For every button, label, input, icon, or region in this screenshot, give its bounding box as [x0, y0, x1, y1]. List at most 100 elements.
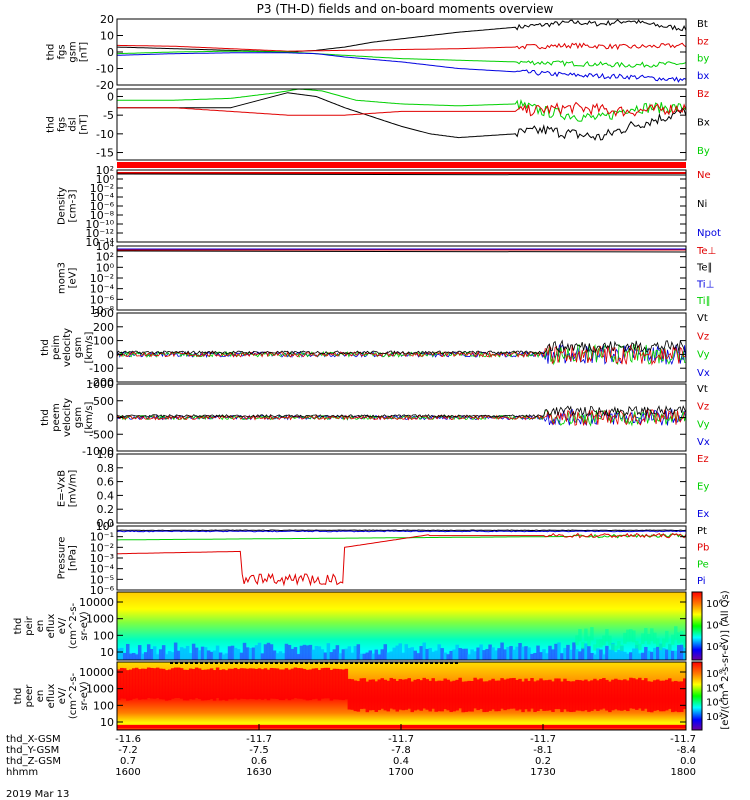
heatmap-cell [365, 652, 370, 660]
heatmap-cell [254, 668, 259, 700]
heatmap-cell [158, 649, 163, 660]
heatmap-cell [641, 633, 645, 645]
y-axis-label: peem [51, 403, 62, 431]
heatmap-cell [500, 678, 504, 709]
heatmap-cell [269, 644, 274, 660]
y-tick-label: 10⁻⁶ [90, 293, 115, 306]
heatmap-cell [191, 643, 196, 660]
y-tick-label: 10⁻⁴ [90, 283, 115, 296]
heatmap-cell [563, 647, 567, 660]
heatmap-cell [245, 647, 250, 660]
heatmap-cell [539, 652, 543, 660]
heatmap-cell [344, 648, 349, 660]
x-tick-label: -11.6 [115, 734, 141, 745]
y-tick-label: 300 [93, 307, 114, 320]
heatmap-cell [173, 667, 178, 699]
heatmap-cell [242, 642, 247, 660]
y-axis-label: peim [51, 335, 62, 360]
heatmap-cell [428, 680, 432, 712]
heatmap-cell [323, 667, 328, 699]
heatmap-cell [638, 643, 642, 651]
y-axis-label: eflux [46, 684, 57, 709]
y-axis-label: thd [40, 339, 51, 356]
heatmap-cell [515, 679, 519, 711]
heatmap-cell [626, 629, 630, 642]
heatmap-cell [647, 681, 651, 712]
x-tick-label: 0.7 [120, 756, 136, 767]
heatmap-cell [416, 653, 420, 660]
heatmap-cell [173, 642, 178, 660]
heatmap-cell [647, 634, 651, 645]
series-line [116, 52, 687, 83]
heatmap-cell [569, 649, 573, 660]
y-tick-label: 1000 [86, 378, 114, 391]
heatmap-cell [263, 668, 268, 699]
legend-label: bz [697, 36, 709, 47]
heatmap-cell [449, 650, 453, 660]
heatmap-cell [581, 647, 585, 660]
heatmap-cell [368, 679, 373, 711]
heatmap-cell [479, 644, 483, 660]
heatmap-cell [257, 668, 262, 699]
heatmap-cell [464, 648, 468, 660]
heatmap-cell [263, 644, 268, 660]
heatmap-cell [281, 669, 286, 701]
heatmap-cell [602, 677, 606, 709]
series-line [116, 339, 687, 355]
panel-fgs-dsl: 0 -5 -10 -15 thd fgs dsl [nT] Bz Bx By [46, 88, 710, 161]
heatmap-cell [593, 654, 597, 660]
heatmap-cell [440, 648, 444, 660]
heatmap-cell [347, 678, 352, 710]
heatmap-cell [119, 667, 124, 699]
x-tick-label: 1730 [530, 767, 555, 778]
y-tick-label: 10000 [79, 666, 114, 679]
heatmap-cell [350, 679, 355, 710]
y-tick-label: 0 [107, 348, 114, 361]
plot-area [117, 89, 686, 160]
heatmap-cell [437, 644, 441, 660]
heatmap-cell [347, 646, 352, 660]
heatmap-cell [380, 678, 385, 709]
heatmap-cell [641, 680, 645, 711]
heatmap-cell [425, 679, 429, 710]
heatmap-cell [395, 680, 400, 712]
heatmap-cell [509, 678, 513, 709]
heatmap-cell [239, 668, 244, 699]
legend-label: By [697, 146, 710, 157]
heatmap-cell [194, 667, 199, 699]
plot-area [117, 170, 686, 242]
heatmap-cell [407, 678, 411, 709]
heatmap-cell [611, 643, 615, 651]
heatmap-cell [545, 653, 549, 660]
heatmap-cell [194, 647, 199, 660]
heatmap-cell [290, 668, 295, 700]
x-axis-row-label: thd_Y-GSM [6, 745, 59, 756]
heatmap-cell [182, 669, 187, 701]
heatmap-cell [659, 680, 663, 712]
y-axis-label: gsm [68, 41, 79, 62]
heatmap-cell [338, 669, 343, 700]
heatmap-cell [485, 681, 489, 712]
heatmap-cell [125, 670, 130, 701]
heatmap-cell [248, 648, 253, 660]
legend-label: by [697, 54, 709, 65]
y-tick-label: 10⁴ [96, 240, 115, 253]
colorbar-tick-label: 10⁶ [706, 599, 723, 610]
heatmap-cell [422, 677, 426, 709]
y-tick-label: -5 [103, 109, 114, 122]
series-line [117, 19, 687, 53]
colorbar-label: [eV/(cm^2-s-sr-eV)] (All Qs) [720, 590, 731, 729]
x-tick-label: -8.1 [533, 745, 553, 756]
heatmap-cell [515, 646, 519, 660]
heatmap-cell [599, 639, 603, 648]
heatmap-cell [293, 647, 298, 660]
heatmap-cell [230, 668, 235, 700]
heatmap-cell [434, 681, 438, 712]
y-axis-label: sr-eV) [79, 681, 90, 710]
heatmap-cell [596, 639, 600, 648]
heatmap-cell [374, 681, 379, 712]
heatmap-cell [314, 668, 319, 699]
heatmap-cell [152, 646, 157, 660]
date-label: 2019 Mar 13 [6, 789, 69, 800]
y-tick-label: 0.0 [97, 517, 115, 530]
